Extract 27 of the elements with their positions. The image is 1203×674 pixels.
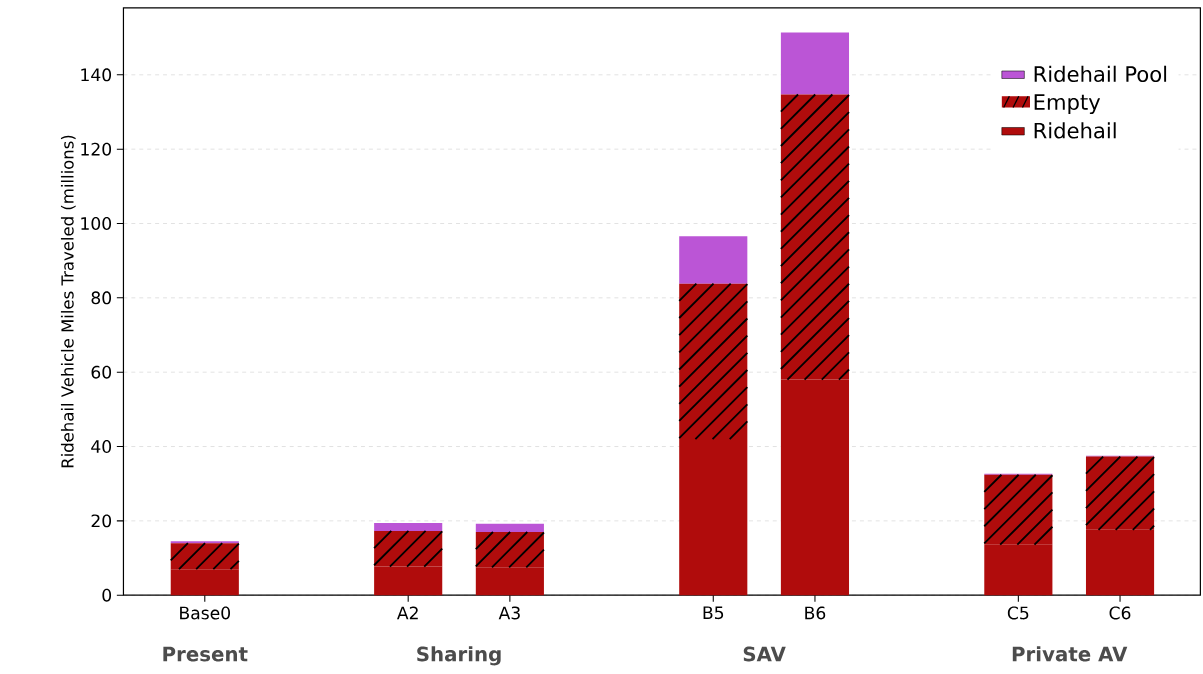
y-tick-label: 140 (81, 68, 112, 82)
y-tick-label: 40 (91, 439, 112, 453)
x-tick-label: A3 (498, 606, 520, 620)
legend-label: Ridehail (1034, 122, 1116, 139)
text: Sharing (417, 645, 501, 666)
bar (780, 32, 850, 95)
x-tick-label: B6 (805, 606, 826, 620)
text: Present (163, 646, 248, 662)
y-tick-label: 20 (91, 514, 112, 528)
x-tick-label: A2 (396, 606, 418, 620)
x-tick-label: C6 (1109, 606, 1131, 620)
bar (374, 522, 443, 531)
text: SAV (743, 646, 786, 662)
y-tick-label: 120 (81, 142, 112, 156)
bar (475, 523, 544, 532)
y-tick-label: 0 (102, 588, 112, 602)
y-tick-label: 100 (81, 216, 112, 230)
y-axis-title: Ridehail Vehicle Miles Traveled (millions) (60, 135, 76, 468)
bar (679, 235, 748, 284)
legend-label: Ridehail Pool (1034, 65, 1167, 82)
x-tick-label: C5 (1007, 606, 1029, 620)
text: Private AV (1012, 645, 1128, 662)
legend-label: Empty (1034, 94, 1101, 114)
y-tick-label: 80 (91, 291, 112, 305)
y-tick-label: 60 (91, 365, 112, 379)
x-tick-label: Base0 (180, 606, 230, 620)
x-tick-label: B5 (703, 606, 724, 620)
